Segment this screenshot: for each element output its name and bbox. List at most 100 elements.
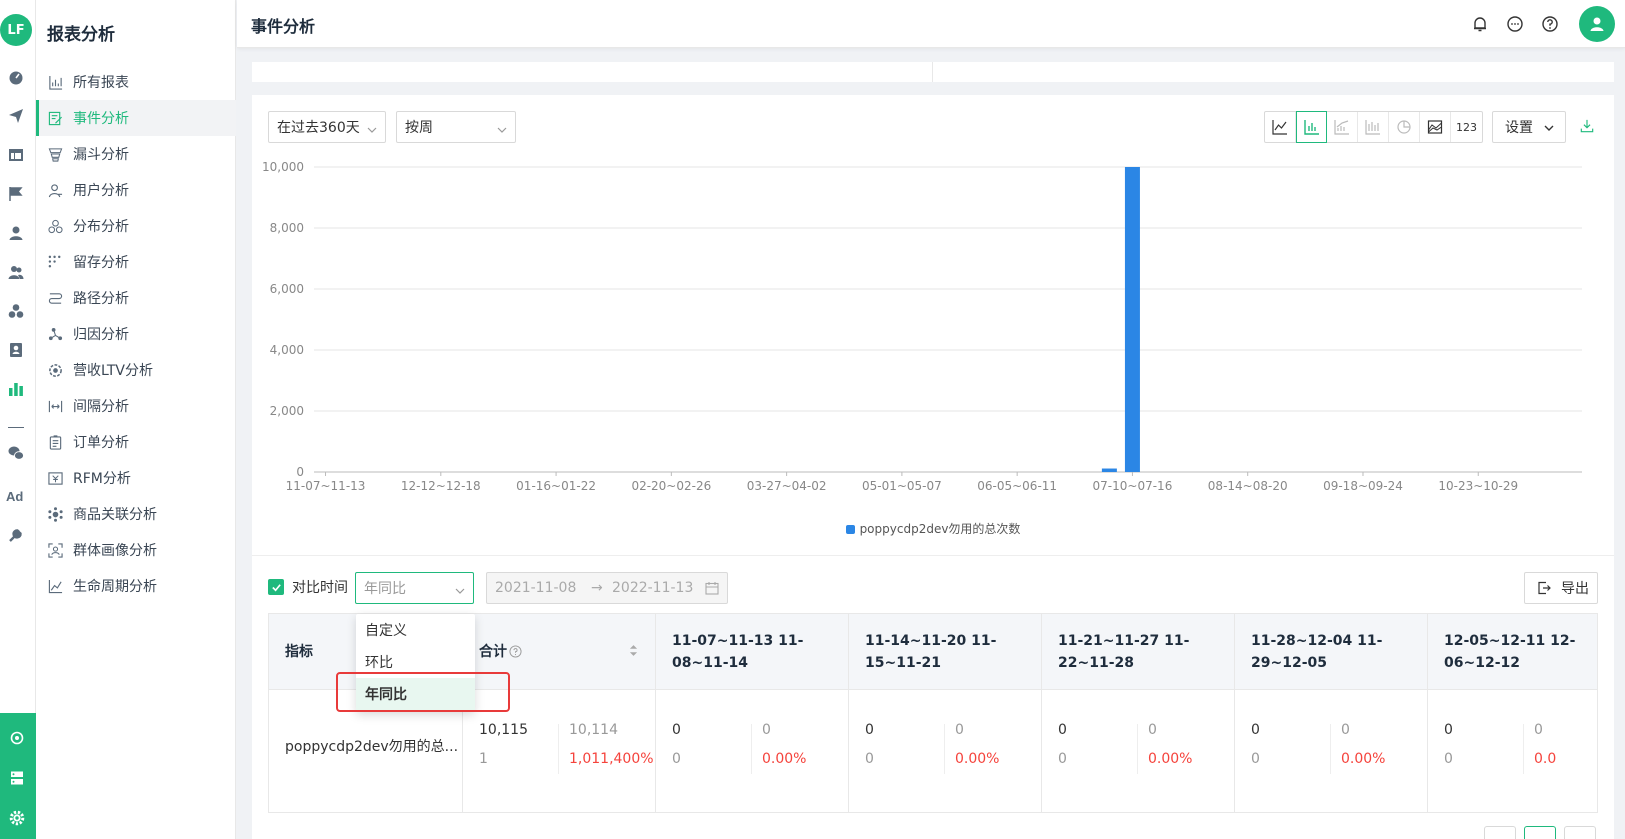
dashboard-icon[interactable] [7,68,25,86]
user-icon[interactable] [7,224,25,242]
compare-mode-select[interactable]: 年同比 [355,572,474,604]
avatar[interactable] [1579,6,1615,42]
stacked-bar-button[interactable] [1358,112,1389,142]
menu-item-event-analysis[interactable]: 事件分析 [36,100,236,136]
menu-item-group-portrait[interactable]: 群体画像分析 [36,532,236,568]
event-edit-icon [47,110,63,126]
week-previous: 0 [762,722,771,738]
layout-icon[interactable] [7,146,25,164]
pie-chart-button[interactable] [1389,112,1420,142]
bell-icon[interactable] [1471,15,1489,33]
x-tick-label: 09-18~09-24 [1323,479,1403,493]
number-view-button[interactable]: 123 [1456,120,1477,134]
send-icon[interactable] [7,107,25,125]
wrench-icon[interactable] [7,526,25,544]
legend-swatch [845,525,855,534]
app-logo[interactable]: LF [0,14,32,46]
users-icon[interactable] [7,263,25,281]
combo-chart-button[interactable] [1327,112,1358,142]
revenue-icon [47,362,63,378]
hub-icon[interactable] [8,729,26,747]
line-chart-icon [1272,120,1287,135]
pagination-next-button[interactable] [1564,826,1596,839]
option-custom[interactable]: 自定义 [365,623,407,639]
x-tick-label: 07-10~07-16 [1093,479,1173,493]
week-diff: 0 [1058,751,1067,767]
menu-item-revenue-ltv[interactable]: 营收LTV分析 [36,352,236,388]
line-chart-button[interactable] [1265,112,1296,142]
chart-type-switcher: 123 [1264,111,1483,143]
pagination-prev-button[interactable] [1484,826,1516,839]
settings-dropdown[interactable]: 设置 [1492,111,1566,143]
menu-item-funnel[interactable]: 漏斗分析 [36,136,236,172]
week-column: 11-14~11-20 11-15~11-21 0 0 0 0.00% [849,614,1042,812]
user-analysis-icon [47,182,63,198]
ad-label[interactable]: Ad [6,489,24,504]
bar-chart-button[interactable] [1296,111,1327,143]
chevron-down-icon [455,584,465,594]
menu-item-label: 用户分析 [73,183,129,199]
menu-item-distribution[interactable]: 分布分析 [36,208,236,244]
server-icon[interactable] [8,769,26,787]
menu-title: 报表分析 [47,25,115,45]
chart-legend[interactable]: poppycdp2dev勿用的总次数 [252,520,1614,537]
order-icon [47,434,63,450]
menu-item-order[interactable]: 订单分析 [36,424,236,460]
compare-checkbox[interactable] [268,579,284,595]
y-tick-label: 8,000 [270,221,304,235]
header-week: 11-21~11-27 11-22~11-28 [1058,633,1190,671]
metric-column: 指标 poppycdp2dev勿用的总... [269,614,463,812]
section-divider [252,555,1614,556]
menu-item-attribution[interactable]: 归因分析 [36,316,236,352]
pie-chart-icon [1397,120,1411,134]
portrait-icon [47,542,63,558]
option-year-over-year[interactable]: 年同比 [356,678,475,710]
week-current: 0 [865,722,874,738]
menu-item-interval[interactable]: 间隔分析 [36,388,236,424]
cell-divider [1523,724,1524,774]
help-icon[interactable] [1541,15,1559,33]
menu-item-user[interactable]: 用户分析 [36,172,236,208]
flag-icon[interactable] [7,185,25,203]
metric-name-cell: poppycdp2dev勿用的总... [285,739,459,755]
bar [1124,167,1140,472]
menu-item-all-reports[interactable]: 所有报表 [36,64,236,100]
table-header [269,614,1597,690]
menu-item-rfm[interactable]: RFM分析 [36,460,236,496]
lifecycle-icon [47,578,63,594]
menu-item-lifecycle[interactable]: 生命周期分析 [36,568,236,604]
time-range-select[interactable]: 在过去360天 [268,111,386,143]
compare-date-range[interactable]: 2021-11-08 → 2022-11-13 [486,572,728,604]
area-chart-button[interactable] [1420,112,1451,142]
granularity-select[interactable]: 按周 [396,111,516,143]
summary-strip [252,62,1614,82]
option-period-over-period[interactable]: 环比 [365,655,393,671]
week-column: 11-28~12-04 11-29~12-05 0 0 0 0.00% [1235,614,1428,812]
profile-icon[interactable] [7,341,25,359]
sort-icon[interactable] [629,644,638,661]
gear-icon[interactable] [8,809,26,827]
week-previous: 0 [1341,722,1350,738]
y-tick-label: 0 [296,465,304,479]
chevron-down-icon [367,123,377,133]
week-diff: 0 [672,751,681,767]
week-previous: 0 [1534,722,1543,738]
menu-item-label: RFM分析 [73,471,131,487]
menu-item-product-association[interactable]: 商品关联分析 [36,496,236,532]
message-icon[interactable] [1506,15,1524,33]
attribution-icon [47,326,63,342]
menu-item-retention[interactable]: 留存分析 [36,244,236,280]
export-button[interactable]: 导出 [1524,572,1598,604]
week-column: 11-21~11-27 11-22~11-28 0 0 0 0.00% [1042,614,1235,812]
menu-item-label: 间隔分析 [73,399,129,415]
week-pct: 0.00% [1148,751,1193,767]
area-chart-icon [1427,120,1443,134]
bar-chart-icon[interactable] [7,380,25,398]
wechat-icon[interactable] [7,444,25,462]
cluster-icon[interactable] [7,302,25,320]
menu-item-path[interactable]: 路径分析 [36,280,236,316]
download-icon[interactable] [1580,119,1596,135]
pagination-page-button[interactable] [1524,826,1556,839]
x-tick-label: 08-14~08-20 [1208,479,1288,493]
info-icon[interactable] [509,645,522,662]
